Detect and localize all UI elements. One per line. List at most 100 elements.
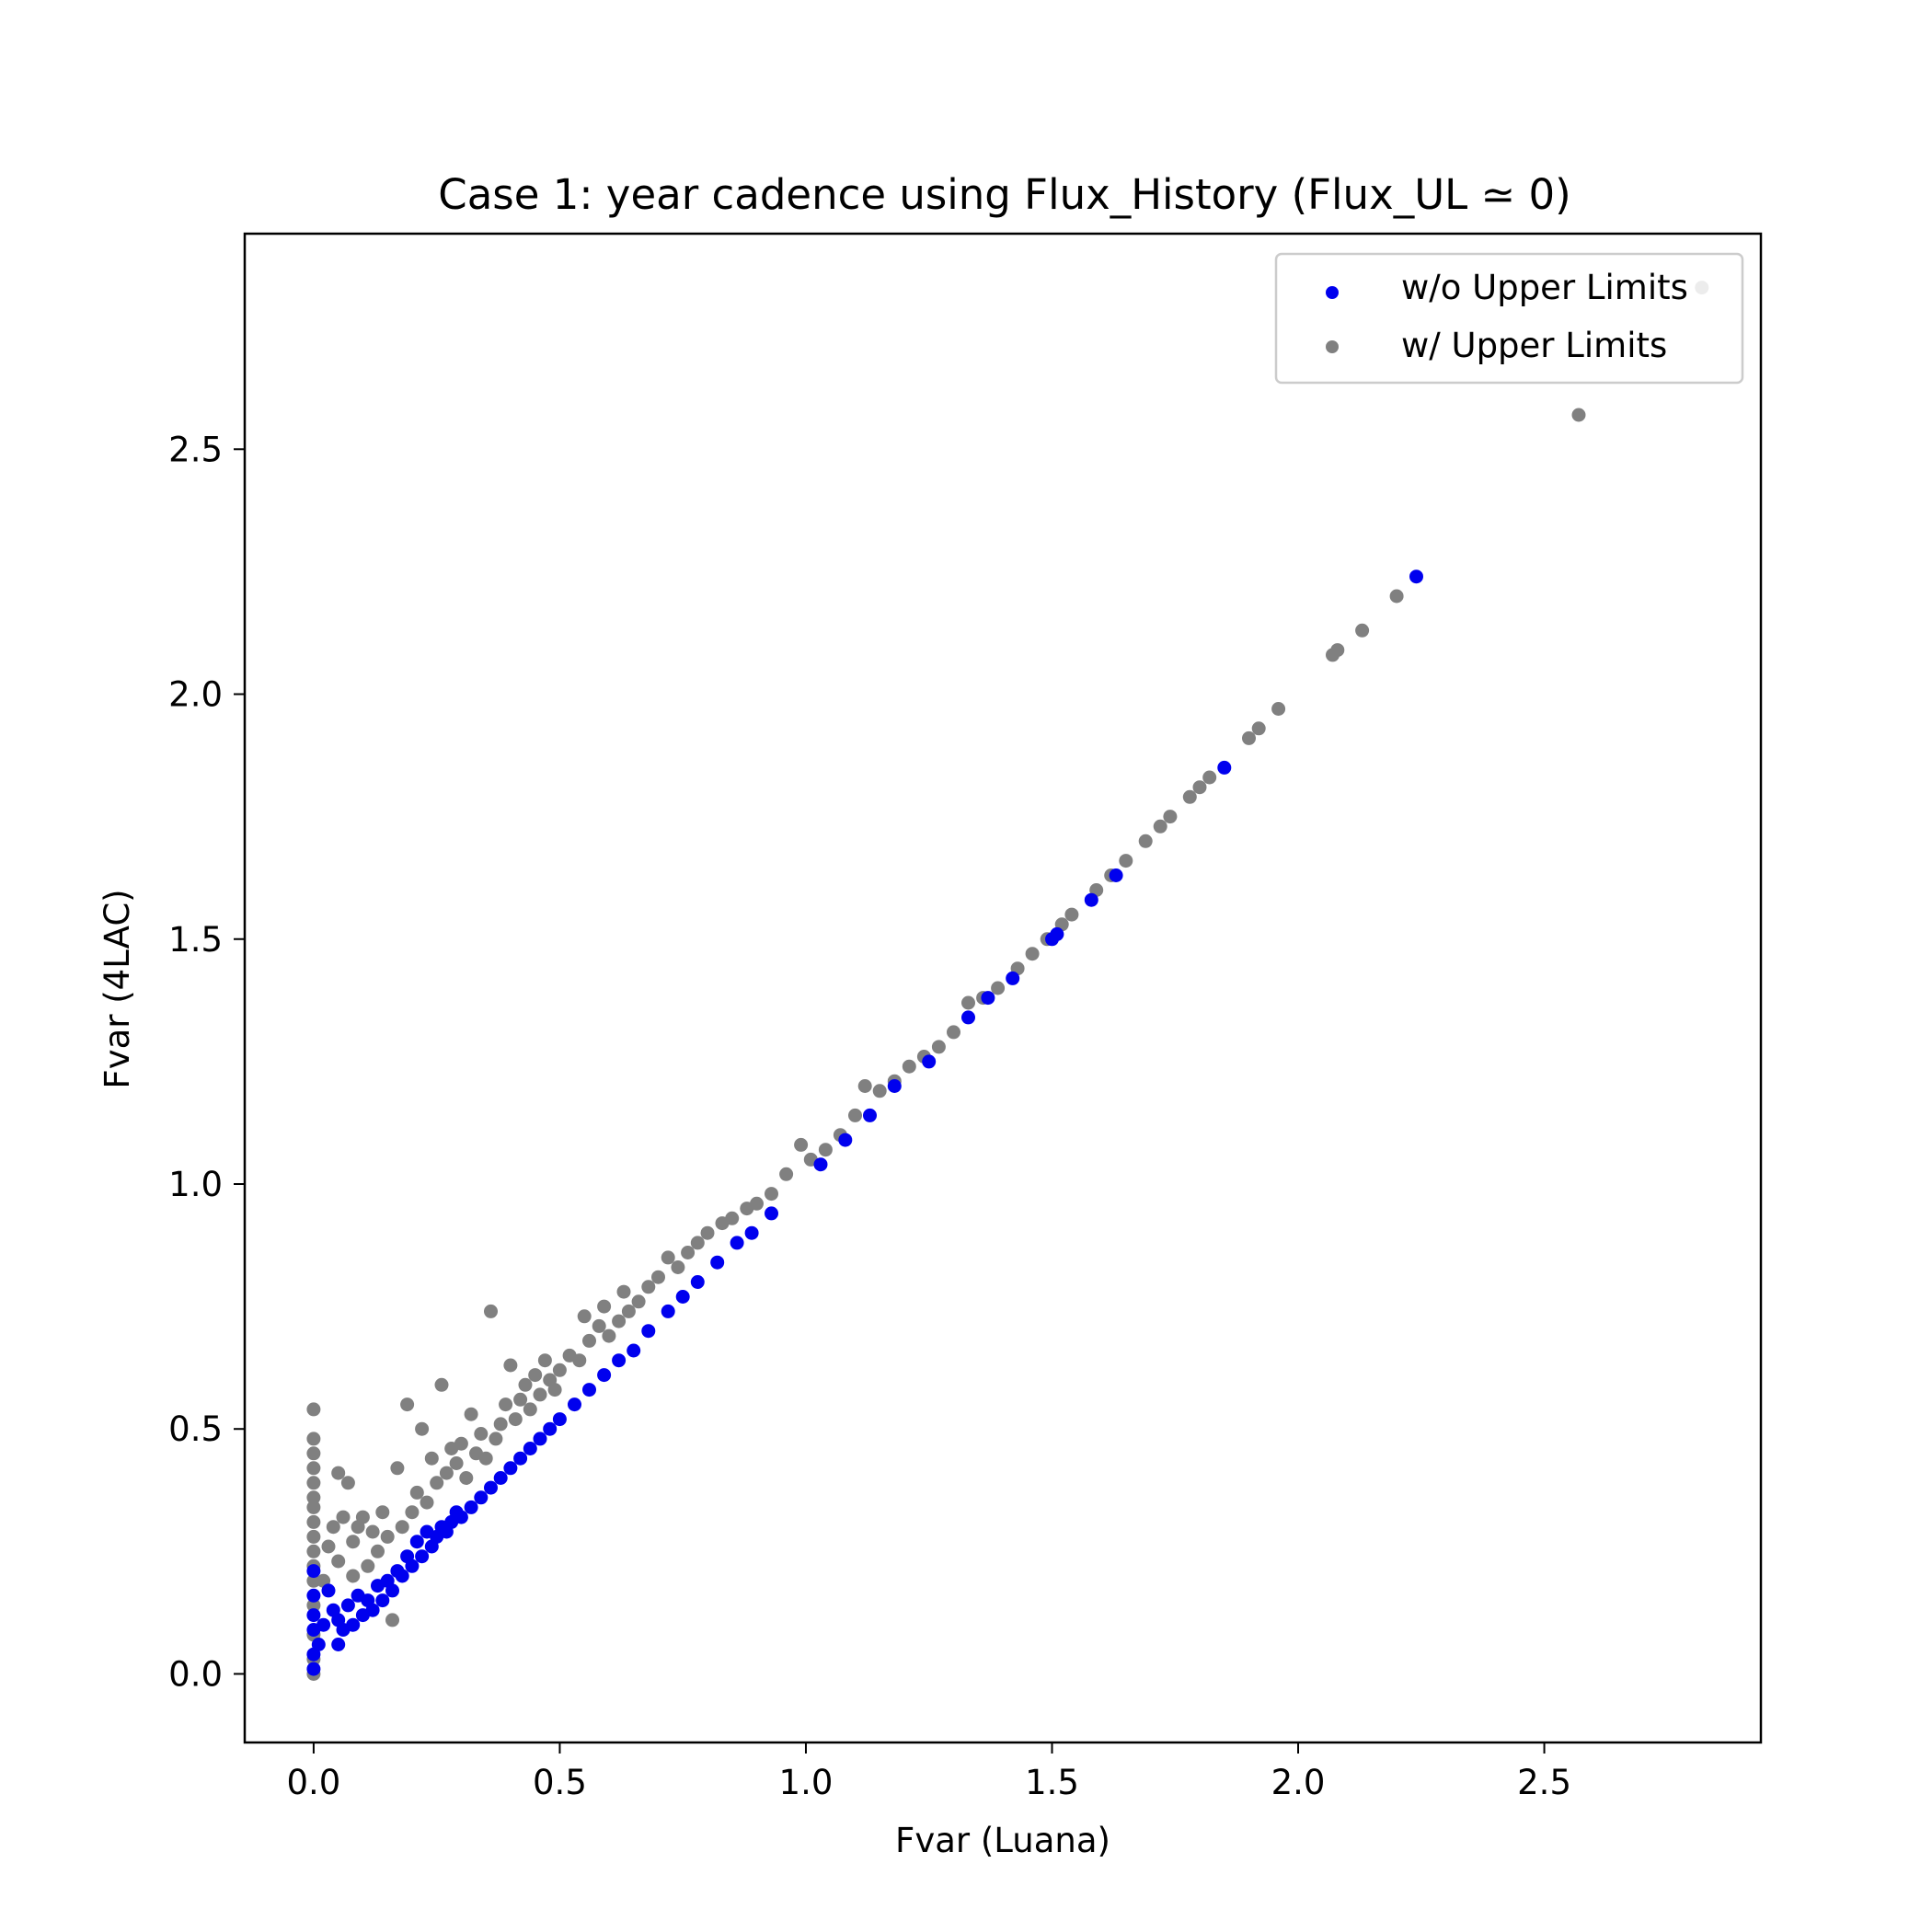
point-w-upper-limits-9: [306, 1500, 321, 1514]
point-w-upper-limits-42: [434, 1377, 449, 1392]
y-axis-ticks: 0.0 0.5 1.0 1.5 2.0 2.5: [168, 430, 245, 1694]
point-w-upper-limits-27: [361, 1558, 375, 1573]
point-w-o-upper-limits-40: [493, 1471, 508, 1485]
legend-marker-without-upper-limits: [1326, 286, 1339, 299]
point-w-o-upper-limits-62: [863, 1108, 877, 1122]
point-w-o-upper-limits-72: [1217, 760, 1232, 775]
point-w-o-upper-limits-59: [765, 1206, 778, 1221]
point-w-upper-limits-61: [528, 1368, 543, 1383]
chart-title: Case 1: year cadence using Flux_History …: [438, 170, 1570, 219]
x-tick-label-5: 2.5: [1517, 1763, 1571, 1802]
point-w-upper-limits-84: [700, 1225, 715, 1240]
point-w-upper-limits-50: [474, 1427, 489, 1441]
point-w-upper-limits-52: [484, 1304, 498, 1318]
point-w-o-upper-limits-38: [474, 1490, 489, 1505]
point-w-o-upper-limits-22: [385, 1583, 399, 1598]
point-w-o-upper-limits-0: [306, 1662, 321, 1676]
point-w-upper-limits-79: [651, 1270, 665, 1284]
point-w-o-upper-limits-65: [961, 1010, 975, 1025]
x-tick-label-4: 2.0: [1271, 1763, 1326, 1802]
point-w-o-upper-limits-6: [311, 1638, 326, 1651]
y-tick-label-5: 2.5: [168, 430, 223, 469]
point-w-upper-limits-90: [779, 1167, 794, 1181]
point-w-upper-limits-58: [513, 1392, 528, 1407]
point-w-upper-limits-99: [902, 1059, 916, 1074]
point-w-upper-limits-11: [306, 1476, 321, 1490]
point-w-o-upper-limits-55: [690, 1275, 705, 1289]
legend-label-with-upper-limits: w/ Upper Limits: [1401, 326, 1667, 365]
point-w-upper-limits-22: [340, 1476, 355, 1490]
point-w-o-upper-limits-47: [568, 1397, 581, 1412]
point-w-o-upper-limits-48: [582, 1383, 596, 1397]
point-w-upper-limits-69: [577, 1309, 592, 1324]
point-w-o-upper-limits-52: [641, 1324, 656, 1339]
point-w-o-upper-limits-45: [543, 1421, 558, 1436]
point-w-o-upper-limits-70: [1084, 892, 1098, 907]
point-w-upper-limits-71: [592, 1318, 606, 1333]
point-w-upper-limits-91: [794, 1137, 809, 1152]
point-w-upper-limits-20: [331, 1554, 346, 1569]
point-w-upper-limits-65: [547, 1383, 562, 1397]
point-w-upper-limits-78: [641, 1280, 656, 1294]
point-w-upper-limits-12: [306, 1461, 321, 1476]
point-w-o-upper-limits-53: [661, 1304, 675, 1318]
point-w-upper-limits-107: [1025, 947, 1040, 961]
x-tick-label-3: 1.5: [1025, 1763, 1079, 1802]
point-w-o-upper-limits-13: [340, 1598, 355, 1613]
x-tick-label-2: 1.0: [779, 1763, 834, 1802]
point-w-upper-limits-119: [1202, 770, 1217, 785]
point-w-upper-limits-80: [661, 1250, 675, 1265]
point-w-o-upper-limits-64: [922, 1054, 937, 1069]
point-w-upper-limits-43: [439, 1466, 454, 1480]
point-w-upper-limits-47: [459, 1471, 474, 1485]
point-w-upper-limits-86: [725, 1211, 740, 1225]
point-w-upper-limits-33: [390, 1461, 405, 1476]
point-w-upper-limits-115: [1153, 819, 1167, 834]
point-w-o-upper-limits-24: [395, 1569, 409, 1583]
point-w-o-upper-limits-66: [981, 991, 995, 1006]
point-w-upper-limits-81: [671, 1260, 685, 1274]
point-w-upper-limits-18: [326, 1520, 340, 1535]
point-w-o-upper-limits-36: [454, 1510, 468, 1524]
point-w-upper-limits-38: [415, 1421, 430, 1436]
point-w-upper-limits-83: [690, 1236, 705, 1250]
x-axis-ticks: 0.0 0.5 1.0 1.5 2.0 2.5: [286, 1742, 1571, 1802]
point-w-upper-limits-74: [612, 1314, 627, 1328]
point-w-o-upper-limits-69: [1050, 926, 1064, 941]
point-w-upper-limits-53: [489, 1432, 503, 1446]
point-w-upper-limits-125: [1355, 623, 1370, 638]
point-w-upper-limits-114: [1138, 834, 1153, 848]
x-tick-label-1: 0.5: [533, 1763, 587, 1802]
point-w-upper-limits-57: [508, 1412, 523, 1427]
point-w-upper-limits-32: [385, 1613, 399, 1627]
point-w-upper-limits-96: [857, 1079, 872, 1093]
point-w-upper-limits-23: [346, 1569, 361, 1583]
point-w-o-upper-limits-60: [813, 1157, 828, 1172]
point-w-upper-limits-116: [1163, 810, 1178, 824]
point-w-o-upper-limits-61: [838, 1133, 853, 1147]
point-w-upper-limits-62: [533, 1387, 547, 1402]
point-w-upper-limits-126: [1389, 589, 1404, 604]
point-w-upper-limits-127: [1571, 408, 1586, 422]
point-w-upper-limits-75: [616, 1284, 631, 1299]
legend-label-without-upper-limits: w/o Upper Limits: [1401, 268, 1688, 307]
point-w-upper-limits-56: [503, 1358, 518, 1373]
point-w-o-upper-limits-5: [306, 1564, 321, 1579]
point-w-upper-limits-72: [597, 1299, 612, 1314]
point-w-upper-limits-89: [765, 1187, 778, 1202]
point-w-upper-limits-97: [872, 1084, 887, 1098]
y-tick-label-0: 0.0: [168, 1654, 223, 1694]
point-w-upper-limits-60: [523, 1402, 537, 1417]
point-w-upper-limits-105: [991, 981, 1006, 995]
point-w-upper-limits-70: [582, 1333, 596, 1348]
point-w-upper-limits-36: [405, 1505, 420, 1520]
point-w-upper-limits-103: [961, 995, 975, 1010]
y-tick-label-3: 1.5: [168, 920, 223, 960]
point-w-upper-limits-68: [572, 1353, 587, 1368]
legend: w/o Upper Limits w/ Upper Limits: [1274, 252, 1744, 385]
point-w-upper-limits-55: [499, 1397, 513, 1412]
point-w-o-upper-limits-67: [1006, 971, 1020, 985]
point-w-o-upper-limits-18: [365, 1603, 380, 1617]
point-w-upper-limits-3: [306, 1598, 321, 1613]
